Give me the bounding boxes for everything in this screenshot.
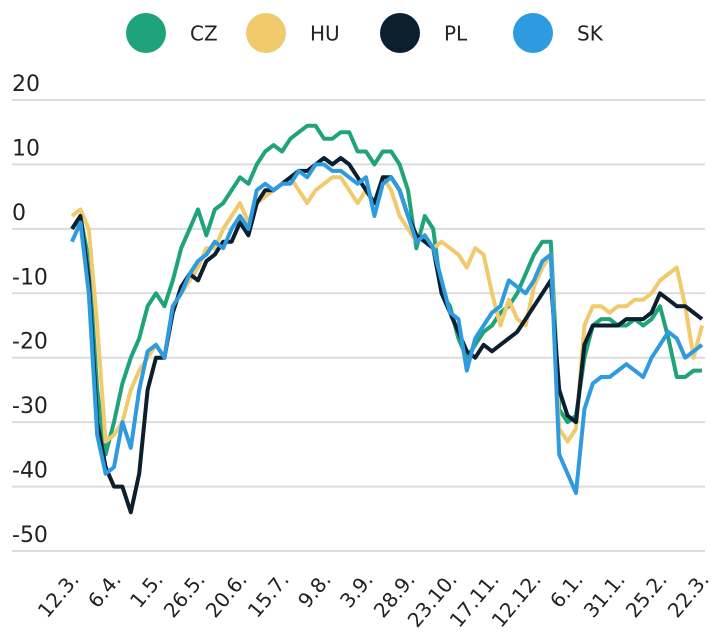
line — [70, 162, 704, 495]
y-tick-label: -30 — [12, 394, 48, 419]
legend-marker — [246, 13, 286, 53]
x-tick-label: 31.1. — [579, 568, 630, 622]
x-tick-label: 25.2. — [621, 568, 672, 622]
line — [70, 123, 702, 457]
legend-marker — [126, 13, 166, 53]
legend-label: SK — [577, 22, 604, 46]
y-tick-label: -20 — [12, 330, 48, 355]
x-tick-label: 6.4. — [83, 568, 126, 613]
legend-label: HU — [310, 22, 340, 46]
x-tick-label: 20.6. — [201, 568, 252, 622]
line — [70, 175, 704, 444]
y-tick-label: -40 — [12, 459, 48, 484]
y-tick-label: 20 — [12, 72, 40, 97]
x-tick-label: 15.7. — [243, 568, 294, 622]
y-tick-label: -10 — [12, 265, 48, 290]
x-tick-label: 9.8. — [293, 568, 336, 613]
x-tick-label: 26.5. — [159, 568, 210, 622]
x-tick-label: 22.3. — [663, 568, 714, 622]
y-tick-label: -50 — [12, 523, 48, 548]
x-tick-label: 12.3. — [33, 568, 84, 622]
y-tick-label: 0 — [12, 201, 26, 226]
legend-label: CZ — [190, 22, 218, 46]
y-tick-label: 10 — [12, 136, 40, 161]
legend-label: PL — [444, 22, 468, 46]
legend-marker — [513, 13, 553, 53]
legend-marker — [380, 13, 420, 53]
